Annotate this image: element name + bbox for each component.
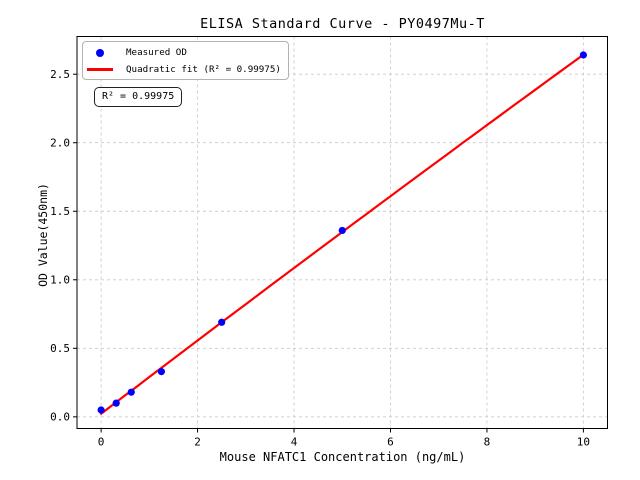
legend: Measured OD Quadratic fit (R² = 0.99975): [82, 41, 289, 80]
x-tick-label: 8: [484, 436, 491, 449]
legend-label-quadratic-fit: Quadratic fit (R² = 0.99975): [126, 64, 281, 75]
fit-line-marker-icon: [87, 68, 113, 71]
y-tick-label: 1.5: [50, 205, 70, 218]
data-point: [127, 388, 135, 396]
legend-label-measured-od: Measured OD: [126, 47, 187, 58]
chart-title: ELISA Standard Curve - PY0497Mu-T: [200, 16, 485, 32]
x-tick-label: 6: [387, 436, 394, 449]
data-point: [112, 399, 120, 407]
x-axis-label: Mouse NFATC1 Concentration (ng/mL): [219, 450, 466, 464]
x-tick-label: 4: [291, 436, 298, 449]
scatter-marker-icon: [96, 48, 104, 57]
data-point: [157, 368, 165, 376]
x-tick-label: 10: [577, 436, 590, 449]
y-tick-label: 2.5: [50, 68, 70, 81]
legend-entry-measured-od: Measured OD: [87, 44, 281, 61]
legend-entry-quadratic-fit: Quadratic fit (R² = 0.99975): [87, 61, 281, 78]
y-tick-label: 1.0: [50, 274, 70, 287]
plot-border: [76, 36, 608, 429]
data-point: [579, 51, 587, 59]
y-tick-label: 2.0: [50, 137, 70, 150]
x-tick-label: 2: [194, 436, 201, 449]
y-axis-label: OD Value(450nm): [36, 183, 50, 287]
legend-marker-wrap: [87, 68, 113, 71]
legend-marker-wrap: [87, 48, 113, 57]
x-tick-label: 0: [98, 436, 105, 449]
y-tick-label: 0.0: [50, 411, 70, 424]
data-point: [97, 406, 105, 414]
fit-line: [99, 53, 585, 415]
data-point: [338, 226, 346, 235]
y-tick-label: 0.5: [50, 342, 70, 355]
data-point: [218, 318, 226, 326]
r-squared-annotation: R² = 0.99975: [94, 87, 183, 107]
